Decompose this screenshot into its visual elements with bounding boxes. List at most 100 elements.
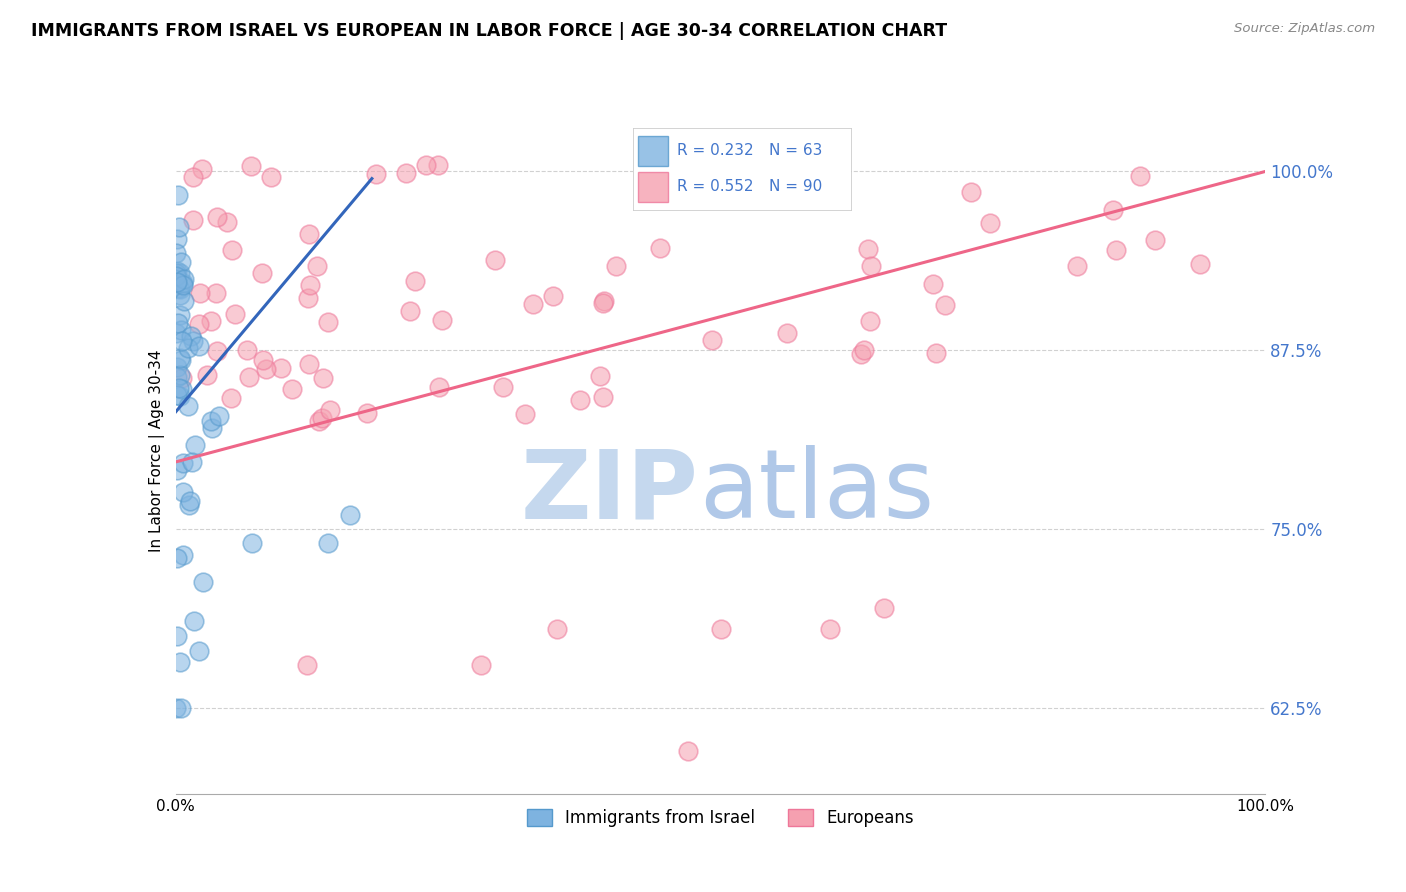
Point — [170, 382, 193, 396]
Point — [167, 219, 190, 234]
Legend: Immigrants from Israel, Europeans: Immigrants from Israel, Europeans — [520, 802, 921, 834]
Point — [183, 438, 205, 452]
Point — [316, 315, 339, 329]
Point — [1101, 202, 1123, 217]
Point — [318, 536, 340, 550]
Point — [190, 161, 212, 176]
Point — [165, 245, 187, 260]
Point — [169, 308, 191, 322]
Point — [187, 644, 209, 658]
Text: ZIP: ZIP — [520, 445, 699, 538]
Point — [394, 166, 416, 180]
Point — [167, 381, 190, 395]
Point — [179, 494, 201, 508]
Point — [170, 353, 193, 368]
FancyBboxPatch shape — [638, 172, 668, 202]
Point — [205, 286, 228, 301]
Point — [818, 623, 841, 637]
Point — [165, 701, 187, 715]
Point — [170, 255, 193, 269]
FancyBboxPatch shape — [638, 136, 668, 166]
Text: N = 63: N = 63 — [769, 144, 823, 158]
Point — [240, 536, 263, 550]
Point — [173, 293, 195, 308]
Point — [183, 614, 205, 628]
Point — [546, 623, 568, 637]
Point — [166, 264, 188, 278]
Point — [295, 658, 318, 673]
Point — [430, 313, 453, 327]
Point — [470, 658, 492, 673]
Point — [188, 338, 211, 352]
Point — [176, 399, 198, 413]
Point — [311, 411, 333, 425]
Point — [238, 370, 260, 384]
Point — [589, 369, 612, 384]
Point — [166, 629, 188, 643]
Point — [172, 484, 194, 499]
Point — [221, 243, 243, 257]
Point — [208, 409, 231, 423]
Point — [188, 285, 211, 300]
Point — [522, 297, 544, 311]
Point — [1066, 259, 1088, 273]
Text: IMMIGRANTS FROM ISRAEL VS EUROPEAN IN LABOR FORCE | AGE 30-34 CORRELATION CHART: IMMIGRANTS FROM ISRAEL VS EUROPEAN IN LA… — [31, 22, 948, 40]
Point — [172, 277, 194, 291]
Point — [166, 188, 188, 202]
Point — [166, 275, 188, 289]
Point — [298, 227, 321, 241]
Point — [165, 268, 187, 283]
Point — [568, 393, 591, 408]
Point — [224, 307, 246, 321]
Point — [170, 334, 193, 348]
Point — [172, 456, 194, 470]
Point — [170, 277, 193, 292]
Point — [169, 389, 191, 403]
Point — [193, 574, 215, 589]
Point — [166, 369, 188, 384]
Point — [1105, 243, 1128, 257]
Point — [399, 303, 422, 318]
Point — [254, 362, 277, 376]
Point — [201, 421, 224, 435]
Point — [169, 287, 191, 301]
Point — [187, 317, 209, 331]
Point — [166, 232, 188, 246]
Point — [181, 334, 204, 348]
Point — [169, 281, 191, 295]
Point — [853, 343, 876, 358]
Text: Source: ZipAtlas.com: Source: ZipAtlas.com — [1234, 22, 1375, 36]
Point — [307, 259, 329, 273]
Point — [859, 314, 882, 328]
Text: R = 0.552: R = 0.552 — [678, 179, 754, 194]
Y-axis label: In Labor Force | Age 30-34: In Labor Force | Age 30-34 — [149, 349, 165, 552]
Point — [319, 402, 342, 417]
Point — [593, 293, 616, 308]
Point — [240, 159, 263, 173]
Point — [200, 413, 222, 427]
Point — [299, 277, 322, 292]
Point — [873, 600, 896, 615]
Point — [484, 253, 506, 268]
Point — [339, 508, 361, 522]
Point — [167, 281, 190, 295]
Point — [200, 314, 222, 328]
Point — [960, 185, 983, 199]
Point — [215, 215, 238, 229]
Point — [177, 341, 200, 355]
Point — [427, 380, 450, 394]
Text: atlas: atlas — [699, 445, 934, 538]
Point — [167, 317, 190, 331]
Point — [236, 343, 259, 357]
Point — [181, 169, 204, 184]
Point — [207, 343, 229, 358]
Point — [592, 390, 614, 404]
Point — [710, 623, 733, 637]
Point — [648, 241, 671, 255]
Point — [297, 291, 319, 305]
Point — [205, 211, 228, 225]
Point — [172, 548, 194, 562]
Point — [169, 368, 191, 383]
Point — [860, 259, 883, 273]
Text: N = 90: N = 90 — [769, 179, 821, 194]
